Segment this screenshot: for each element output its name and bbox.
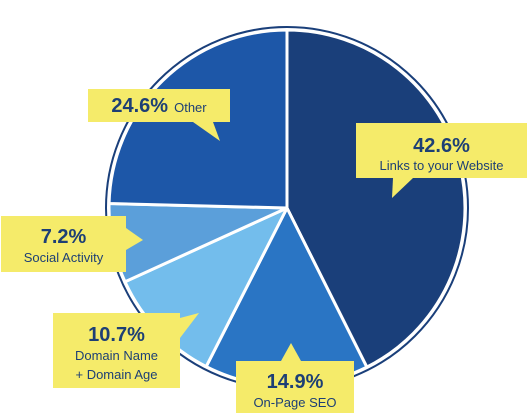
slice-name: Social Activity xyxy=(24,250,104,265)
callout-pointer xyxy=(281,343,301,361)
callout-pointer xyxy=(193,122,220,141)
callout-0: 42.6%Links to your Website xyxy=(356,123,527,198)
callout-box xyxy=(88,89,230,122)
slice-name: On-Page SEO xyxy=(253,395,336,410)
slice-name: Links to your Website xyxy=(379,158,503,173)
callout-box xyxy=(53,313,180,388)
slice-percent: 7.2% xyxy=(41,226,87,248)
callout-box xyxy=(356,123,527,178)
slice-label: 24.6% Other xyxy=(111,95,207,117)
callout-pointer xyxy=(180,313,199,338)
callout-box xyxy=(1,216,126,272)
callout-pointer xyxy=(126,228,143,250)
callout-3: 7.2% Social Activity xyxy=(1,216,143,272)
pie-callouts: 42.6%Links to your Website 14.9% On-Page S… xyxy=(1,89,527,413)
slice-name: Other xyxy=(174,100,207,115)
slice-percent: 24.6% xyxy=(111,95,168,117)
slice-name: Domain Name xyxy=(75,348,158,363)
slice-percent: 10.7% xyxy=(88,324,145,346)
slice-percent: 42.6% xyxy=(413,135,470,157)
callout-4: 24.6% Other xyxy=(88,89,230,141)
callout-2: 10.7% Domain Name + Domain Age xyxy=(53,313,199,388)
callout-box xyxy=(236,361,354,413)
callout-1: 14.9% On-Page SEO xyxy=(236,343,354,413)
slice-percent: 14.9% xyxy=(267,371,324,393)
callout-pointer xyxy=(392,178,413,198)
slice-name: + Domain Age xyxy=(75,367,157,382)
